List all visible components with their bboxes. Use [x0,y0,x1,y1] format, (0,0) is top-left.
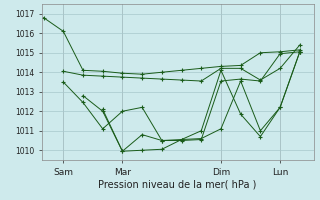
X-axis label: Pression niveau de la mer( hPa ): Pression niveau de la mer( hPa ) [99,179,257,189]
